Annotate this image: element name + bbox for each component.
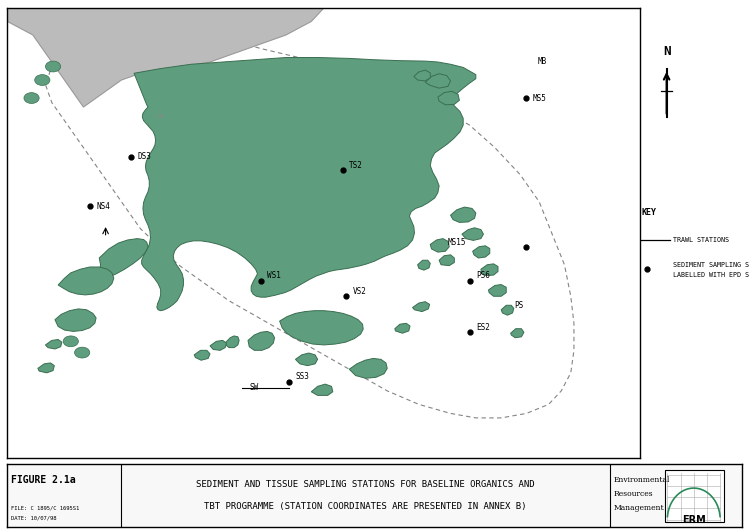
Polygon shape (395, 323, 410, 333)
Polygon shape (462, 228, 483, 241)
Polygon shape (430, 238, 449, 252)
Polygon shape (38, 363, 55, 373)
Polygon shape (418, 260, 430, 270)
Polygon shape (511, 329, 524, 338)
Text: PS: PS (514, 301, 523, 310)
Polygon shape (501, 305, 514, 315)
Circle shape (63, 336, 79, 347)
Circle shape (46, 61, 61, 72)
Text: TBT PROGRAMME (STATION COORDINATES ARE PRESENTED IN ANNEX B): TBT PROGRAMME (STATION COORDINATES ARE P… (204, 502, 527, 511)
Polygon shape (7, 8, 324, 107)
Bar (665, 470, 724, 522)
Text: TS2: TS2 (349, 161, 363, 170)
Polygon shape (473, 246, 490, 258)
Text: Management: Management (613, 505, 664, 513)
Polygon shape (58, 267, 114, 295)
Polygon shape (100, 238, 148, 279)
Text: ERM: ERM (682, 515, 706, 525)
Polygon shape (226, 336, 239, 348)
Text: Resources: Resources (613, 490, 653, 498)
Polygon shape (450, 207, 476, 223)
Text: KEY: KEY (641, 208, 656, 217)
Text: MS15: MS15 (447, 238, 466, 246)
Text: DS3: DS3 (137, 152, 151, 161)
Text: WS1: WS1 (267, 271, 281, 280)
Text: SS3: SS3 (295, 372, 309, 381)
Polygon shape (248, 331, 275, 350)
Circle shape (24, 93, 39, 103)
Text: VS2: VS2 (353, 287, 366, 296)
Circle shape (34, 75, 50, 85)
Text: SEDIMENT AND TISSUE SAMPLING STATIONS FOR BASELINE ORGANICS AND: SEDIMENT AND TISSUE SAMPLING STATIONS FO… (196, 480, 535, 489)
Text: DATE: 10/07/98: DATE: 10/07/98 (11, 516, 57, 521)
Polygon shape (488, 285, 506, 296)
Text: LABELLED WITH EPD STATION NAME: LABELLED WITH EPD STATION NAME (673, 271, 749, 278)
Polygon shape (55, 309, 96, 331)
Polygon shape (295, 353, 318, 366)
Text: TRAWL STATIONS: TRAWL STATIONS (673, 237, 729, 243)
Text: DB: DB (157, 114, 164, 119)
Text: SEDIMENT SAMPLING STATIONS: SEDIMENT SAMPLING STATIONS (673, 262, 749, 268)
Polygon shape (279, 311, 363, 345)
Polygon shape (210, 340, 226, 350)
Polygon shape (134, 58, 476, 311)
Text: MB: MB (538, 57, 547, 66)
Text: PS6: PS6 (476, 271, 490, 280)
Text: SW: SW (249, 383, 258, 392)
Polygon shape (349, 358, 387, 378)
Text: FILE: C 1895/C 1695S1: FILE: C 1895/C 1695S1 (11, 505, 79, 510)
Text: MS5: MS5 (533, 94, 547, 102)
Polygon shape (194, 350, 210, 360)
Polygon shape (413, 70, 430, 81)
Polygon shape (312, 384, 333, 395)
Circle shape (75, 347, 90, 358)
Text: FIGURE 2.1a: FIGURE 2.1a (11, 475, 76, 485)
Text: NS4: NS4 (96, 202, 110, 210)
Polygon shape (425, 74, 450, 88)
Text: N: N (663, 45, 670, 58)
Text: ES2: ES2 (476, 323, 490, 332)
Text: Environmental: Environmental (613, 476, 670, 484)
Polygon shape (413, 302, 430, 312)
Polygon shape (46, 340, 62, 349)
Polygon shape (439, 255, 455, 266)
Polygon shape (438, 91, 459, 105)
Polygon shape (481, 264, 498, 276)
